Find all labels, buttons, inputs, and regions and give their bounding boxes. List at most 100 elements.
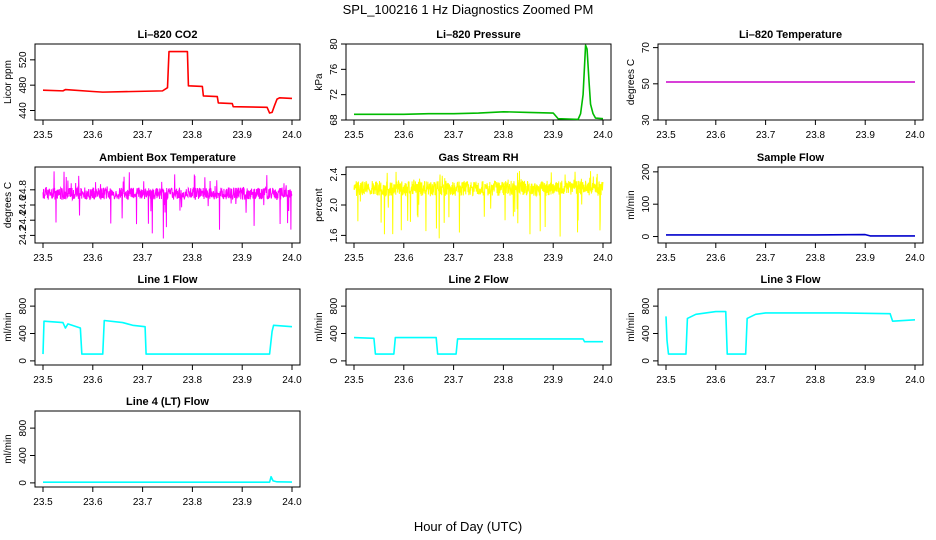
y-tick-label: 76: [329, 63, 340, 75]
x-tick-label: 23.9: [232, 253, 252, 264]
x-tick-label: 23.6: [706, 375, 726, 386]
x-tick-label: 23.7: [133, 130, 153, 141]
panel-title: Sample Flow: [757, 152, 825, 164]
series-line: [42, 171, 293, 239]
panel-title: Line 2 Flow: [449, 274, 509, 286]
y-tick-label: 400: [18, 325, 29, 342]
x-tick-label: 23.9: [232, 375, 252, 386]
x-tick-label: 23.8: [183, 375, 203, 386]
x-tick-label: 23.9: [855, 253, 875, 264]
x-tick-label: 23.7: [444, 253, 464, 264]
y-tick-label: 400: [329, 325, 340, 342]
x-tick-label: 23.9: [855, 130, 875, 141]
series-line: [42, 50, 293, 114]
y-tick-label: 68: [329, 114, 340, 126]
y-axis-label: ml/min: [626, 190, 637, 219]
y-tick-label: 80: [329, 38, 340, 50]
series-line: [353, 336, 603, 355]
plot-frame: [657, 288, 924, 366]
x-tick-label: 23.5: [33, 253, 53, 264]
x-tick-label: 23.9: [543, 130, 563, 141]
y-tick-label: 30: [641, 114, 652, 126]
y-tick-label: 70: [641, 42, 652, 54]
x-tick-label: 24.0: [905, 130, 925, 141]
y-axis-label: ml/min: [626, 312, 637, 341]
plot-frame: [657, 166, 924, 244]
x-tick-label: 23.9: [232, 130, 252, 141]
y-axis-label: percent: [314, 188, 325, 222]
x-tick-label: 23.9: [543, 253, 563, 264]
y-tick-label: 520: [18, 51, 29, 68]
y-tick-label: 2.4: [329, 167, 340, 181]
x-tick-label: 23.7: [444, 375, 464, 386]
x-tick-label: 24.0: [282, 130, 302, 141]
panel-title: Line 3 Flow: [761, 274, 821, 286]
panel-title: Line 4 (LT) Flow: [126, 396, 209, 408]
panels-group: Li–820 CO2 23.5 23.6 23.7 23.8 23.9 24.0 440 480…: [3, 29, 925, 508]
x-tick-label: 23.7: [133, 497, 153, 508]
panel-title: Gas Stream RH: [438, 152, 518, 164]
panel-title: Line 1 Flow: [138, 274, 198, 286]
series-line: [666, 233, 915, 237]
x-tick-label: 23.6: [394, 130, 414, 141]
x-tick-label: 24.0: [593, 253, 613, 264]
y-axis-label: ml/min: [3, 434, 14, 463]
x-tick-label: 23.5: [33, 130, 53, 141]
x-tick-label: 23.8: [494, 253, 514, 264]
y-tick-label: 200: [641, 163, 652, 180]
x-tick-label: 23.7: [133, 375, 153, 386]
y-tick-label: 24.6: [18, 195, 29, 215]
plot-frame: [345, 166, 612, 244]
x-tick-label: 23.5: [344, 130, 364, 141]
panel-2: Li–820 Pressure 23.5 23.6 23.7 23.8 23.9 24.0 6…: [314, 29, 613, 141]
x-tick-label: 23.8: [494, 375, 514, 386]
x-tick-label: 23.5: [33, 375, 53, 386]
x-tick-label: 23.7: [444, 130, 464, 141]
x-tick-label: 23.9: [855, 375, 875, 386]
series-line: [353, 170, 604, 239]
x-tick-label: 23.5: [656, 375, 676, 386]
y-tick-label: 400: [641, 325, 652, 342]
y-tick-label: 480: [18, 76, 29, 93]
x-tick-label: 23.9: [232, 497, 252, 508]
x-tick-label: 24.0: [905, 375, 925, 386]
y-tick-label: 0: [641, 358, 652, 364]
x-tick-label: 23.7: [756, 375, 776, 386]
x-tick-label: 24.0: [282, 375, 302, 386]
x-tick-label: 23.8: [183, 253, 203, 264]
panel-5: Gas Stream RH 23.5 23.6 23.7 23.8 23.9 24.0 1.6…: [314, 152, 613, 264]
x-axis-label: Hour of Day (UTC): [414, 519, 522, 534]
y-tick-label: 0: [18, 358, 29, 364]
x-tick-label: 24.0: [282, 253, 302, 264]
x-tick-label: 23.5: [33, 497, 53, 508]
x-tick-label: 23.8: [806, 375, 826, 386]
y-tick-label: 2.0: [329, 198, 340, 212]
y-tick-label: 50: [641, 78, 652, 90]
x-tick-label: 23.6: [394, 375, 414, 386]
panel-title: Li–820 Temperature: [739, 29, 842, 41]
plot-frame: [34, 166, 301, 244]
panel-9: Line 3 Flow 23.5 23.6 23.7 23.8 23.9 24.0 0 400 8…: [626, 274, 925, 386]
plot-frame: [34, 410, 301, 488]
y-tick-label: 440: [18, 102, 29, 119]
x-tick-label: 23.6: [83, 375, 103, 386]
x-tick-label: 23.6: [83, 130, 103, 141]
x-tick-label: 23.6: [83, 497, 103, 508]
x-tick-label: 24.0: [282, 497, 302, 508]
series-line: [665, 310, 916, 355]
x-tick-label: 23.9: [543, 375, 563, 386]
y-tick-label: 1.6: [329, 228, 340, 242]
panel-3: Li–820 Temperature 23.5 23.6 23.7 23.8 23.9 24…: [626, 29, 925, 141]
x-tick-label: 23.8: [494, 130, 514, 141]
x-tick-label: 23.5: [344, 253, 364, 264]
figure-title: SPL_100216 1 Hz Diagnostics Zoomed PM: [343, 2, 594, 17]
panel-1: Li–820 CO2 23.5 23.6 23.7 23.8 23.9 24.0 440 480…: [3, 29, 302, 141]
x-tick-label: 24.0: [905, 253, 925, 264]
x-tick-label: 23.7: [756, 253, 776, 264]
x-tick-label: 23.6: [706, 253, 726, 264]
x-tick-label: 23.6: [706, 130, 726, 141]
y-tick-label: 0: [329, 358, 340, 364]
y-tick-label: 24.2: [18, 225, 29, 245]
panel-8: Line 2 Flow 23.5 23.6 23.7 23.8 23.9 24.0 0 400 8…: [314, 274, 613, 386]
y-tick-label: 24.8: [18, 180, 29, 200]
